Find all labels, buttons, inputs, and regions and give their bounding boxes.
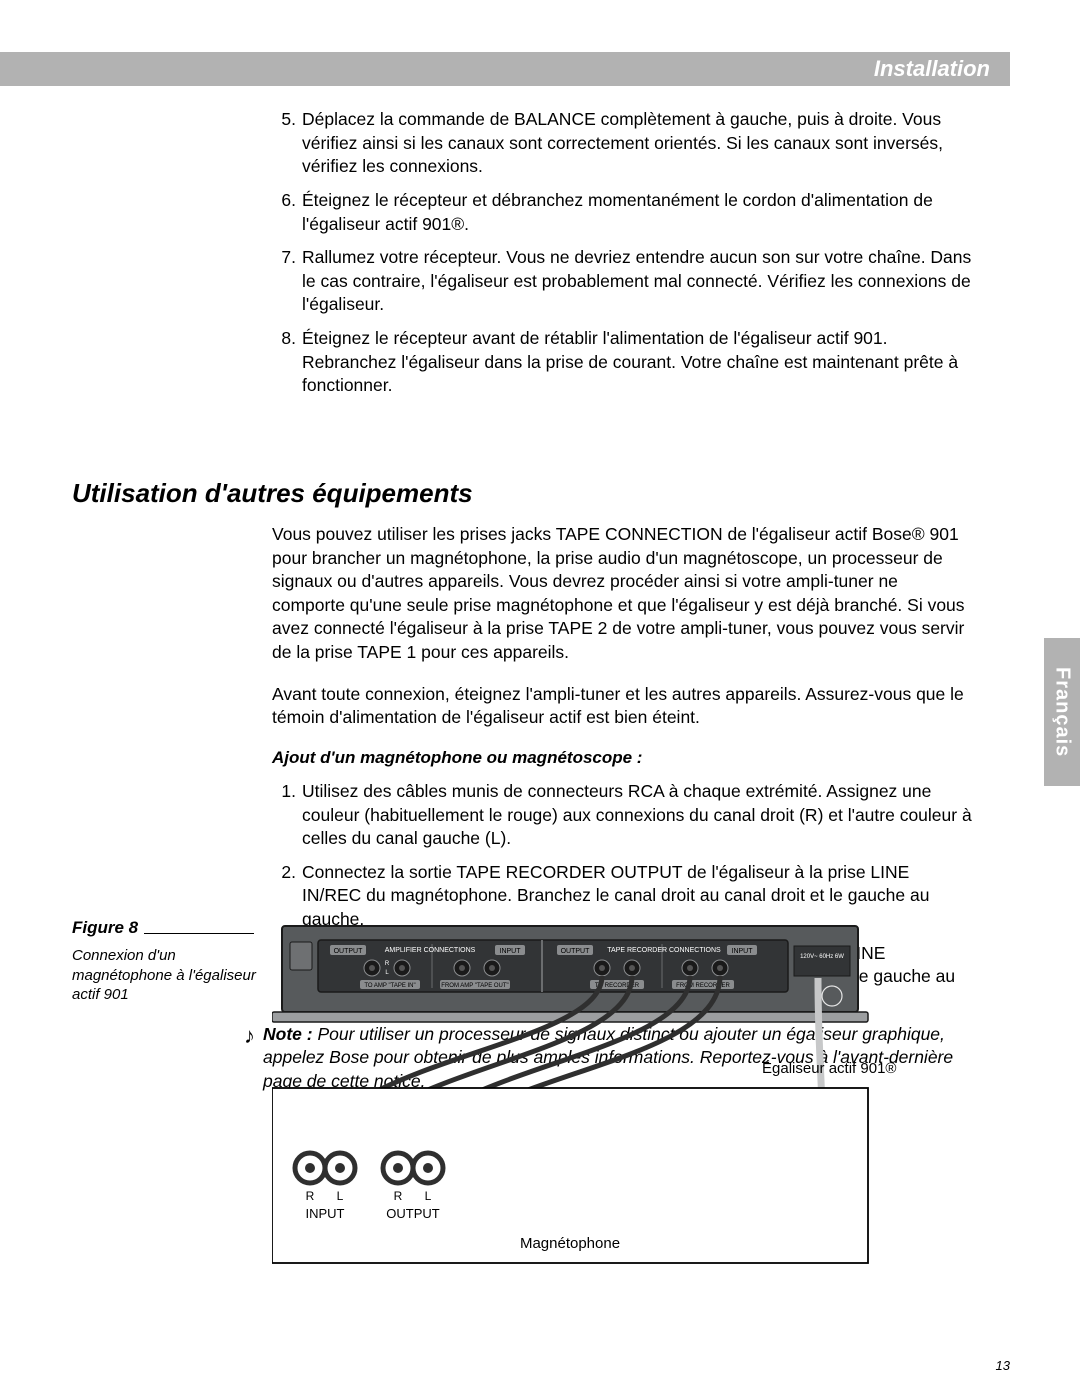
list-item: 7.Rallumez votre récepteur. Vous ne devr… bbox=[272, 246, 972, 317]
l-label: L bbox=[425, 1189, 432, 1203]
list-item: 6.Éteignez le récepteur et débranchez mo… bbox=[272, 189, 972, 236]
panel-label: TAPE RECORDER CONNECTIONS bbox=[607, 947, 721, 954]
tape-label: Magnétophone bbox=[520, 1235, 620, 1252]
panel-label: FROM AMP "TAPE OUT" bbox=[441, 983, 508, 989]
panel-label: 120V~ 60Hz 6W bbox=[800, 954, 844, 960]
panel-label: OUTPUT bbox=[561, 948, 591, 955]
language-tab-label: Français bbox=[1051, 667, 1074, 757]
section-title: Utilisation d'autres équipements bbox=[72, 478, 972, 509]
step-number: 7. bbox=[272, 246, 296, 317]
language-tab: Français bbox=[1044, 638, 1080, 786]
subheading: Ajout d'un magnétophone ou magnétoscope … bbox=[272, 748, 972, 768]
step-text: Éteignez le récepteur et débranchez mome… bbox=[302, 189, 972, 236]
panel-label: INPUT bbox=[732, 948, 754, 955]
step-number: 8. bbox=[272, 327, 296, 398]
step-text: Utilisez des câbles munis de connecteurs… bbox=[302, 780, 972, 851]
step-number: 1. bbox=[272, 780, 296, 851]
panel-label: TO AMP "TAPE IN" bbox=[364, 983, 415, 989]
header-title: Installation bbox=[874, 56, 990, 82]
figure-block: Figure 8 Connexion d'un magnétophone à l… bbox=[72, 918, 972, 1005]
step-number: 5. bbox=[272, 108, 296, 179]
page: Installation Français 5.Déplacez la comm… bbox=[0, 0, 1080, 1397]
paragraph: Vous pouvez utiliser les prises jacks TA… bbox=[272, 523, 972, 665]
step-text: Déplacez la commande de BALANCE complète… bbox=[302, 108, 972, 179]
figure-caption: Connexion d'un magnétophone à l'égaliseu… bbox=[72, 946, 272, 1005]
steps-list: 5.Déplacez la commande de BALANCE complè… bbox=[272, 108, 972, 398]
list-item: 8.Éteignez le récepteur avant de rétabli… bbox=[272, 327, 972, 398]
header-bar: Installation bbox=[0, 52, 1010, 86]
r-label: R bbox=[306, 1189, 315, 1203]
step-number: 6. bbox=[272, 189, 296, 236]
figure-rule bbox=[144, 933, 254, 934]
equalizer-diagram: AMPLIFIER CONNECTIONS TAPE RECORDER CONN… bbox=[272, 918, 972, 1298]
panel-label: INPUT bbox=[500, 948, 522, 955]
panel-label: AMPLIFIER CONNECTIONS bbox=[385, 947, 476, 954]
music-note-icon: ♪ bbox=[244, 1021, 255, 1094]
step-text: Éteignez le récepteur avant de rétablir … bbox=[302, 327, 972, 398]
output-label: OUTPUT bbox=[386, 1206, 440, 1221]
svg-text:R: R bbox=[385, 961, 390, 967]
figure-label: Figure 8 bbox=[72, 918, 138, 938]
step-text: Rallumez votre récepteur. Vous ne devrie… bbox=[302, 246, 972, 317]
page-number: 13 bbox=[996, 1358, 1010, 1373]
list-item: 5.Déplacez la commande de BALANCE complè… bbox=[272, 108, 972, 179]
input-label: INPUT bbox=[306, 1206, 345, 1221]
eq-label: Égaliseur actif 901® bbox=[762, 1060, 896, 1077]
list-item: 1.Utilisez des câbles munis de connecteu… bbox=[272, 780, 972, 851]
panel-label: FROM RECORDER bbox=[676, 983, 730, 989]
panel-label: OUTPUT bbox=[334, 948, 364, 955]
paragraph: Avant toute connexion, éteignez l'ampli-… bbox=[272, 683, 972, 730]
r-label: R bbox=[394, 1189, 403, 1203]
l-label: L bbox=[337, 1189, 344, 1203]
